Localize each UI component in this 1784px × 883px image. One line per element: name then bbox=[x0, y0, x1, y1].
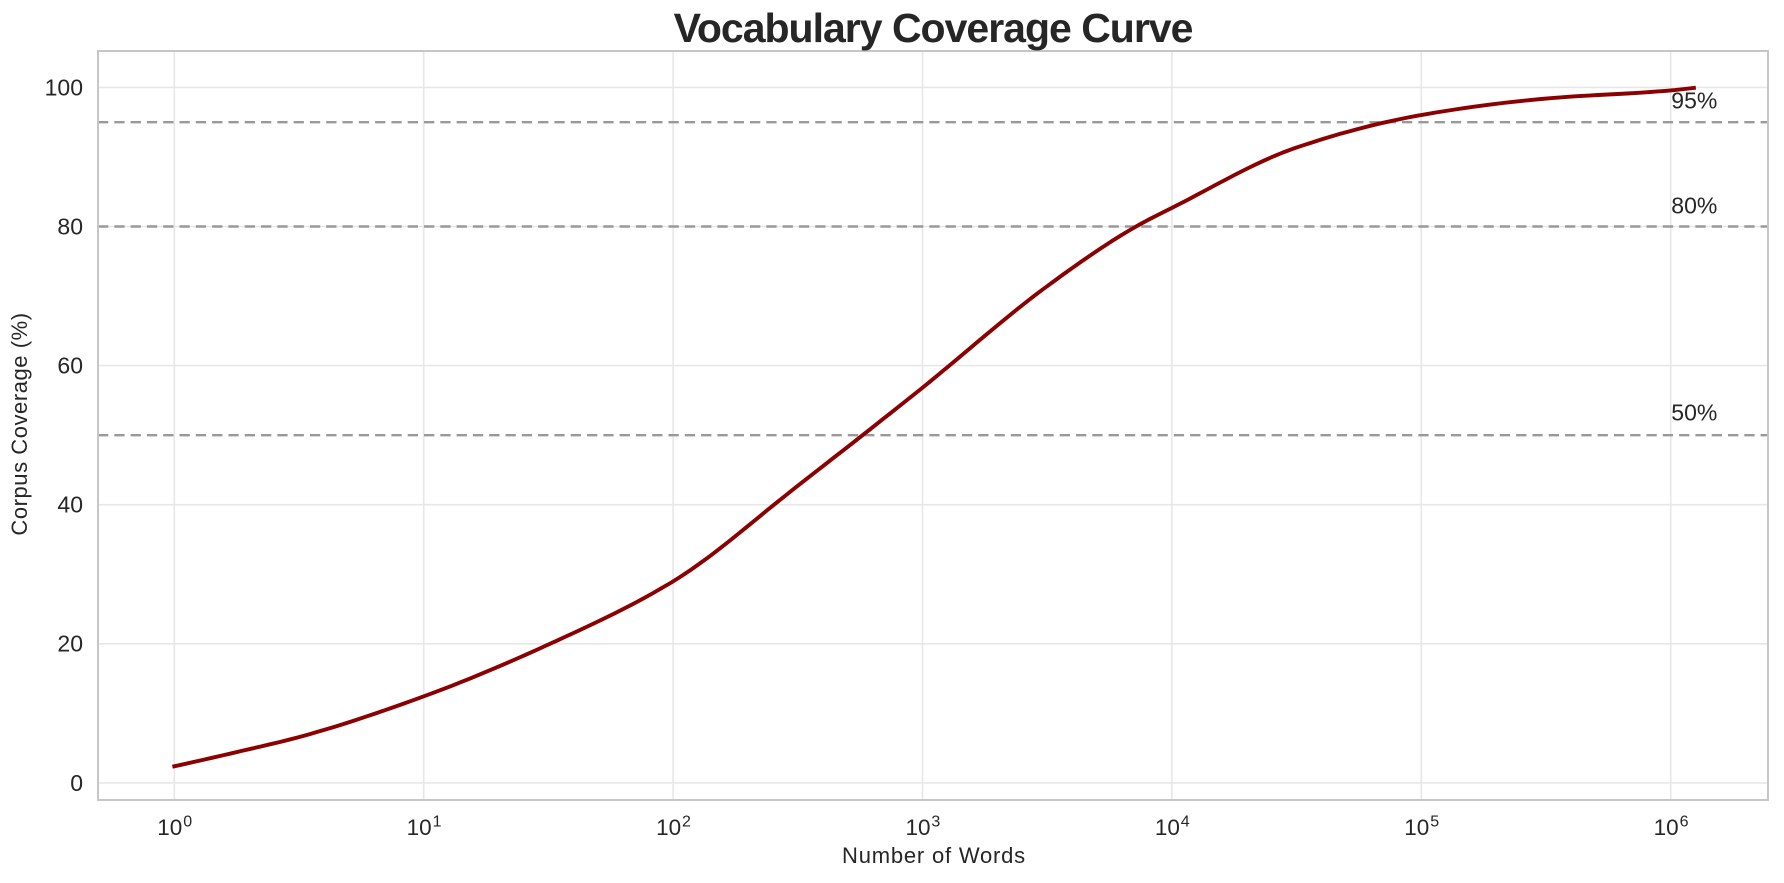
svg-text:10: 10 bbox=[157, 815, 182, 840]
svg-text:Number of Words: Number of Words bbox=[842, 843, 1026, 868]
svg-text:1: 1 bbox=[433, 814, 442, 831]
svg-text:60: 60 bbox=[57, 353, 83, 379]
svg-text:3: 3 bbox=[931, 814, 940, 831]
svg-text:10: 10 bbox=[905, 815, 930, 840]
svg-text:40: 40 bbox=[57, 492, 83, 518]
svg-text:2: 2 bbox=[682, 814, 691, 831]
svg-text:4: 4 bbox=[1181, 814, 1190, 831]
svg-text:10: 10 bbox=[1155, 815, 1180, 840]
svg-text:10: 10 bbox=[1654, 815, 1679, 840]
svg-text:20: 20 bbox=[57, 631, 83, 657]
svg-text:95%: 95% bbox=[1671, 88, 1717, 114]
svg-text:6: 6 bbox=[1680, 814, 1689, 831]
svg-text:10: 10 bbox=[656, 815, 681, 840]
svg-text:50%: 50% bbox=[1671, 400, 1717, 426]
svg-text:Corpus Coverage (%): Corpus Coverage (%) bbox=[7, 312, 32, 535]
svg-text:10: 10 bbox=[1404, 815, 1429, 840]
svg-text:Vocabulary Coverage Curve: Vocabulary Coverage Curve bbox=[674, 5, 1193, 51]
svg-text:0: 0 bbox=[70, 770, 83, 796]
svg-text:0: 0 bbox=[183, 814, 192, 831]
svg-text:80%: 80% bbox=[1671, 192, 1717, 218]
svg-text:10: 10 bbox=[407, 815, 432, 840]
svg-text:100: 100 bbox=[45, 75, 83, 101]
svg-text:80: 80 bbox=[57, 214, 83, 240]
svg-text:5: 5 bbox=[1430, 814, 1439, 831]
